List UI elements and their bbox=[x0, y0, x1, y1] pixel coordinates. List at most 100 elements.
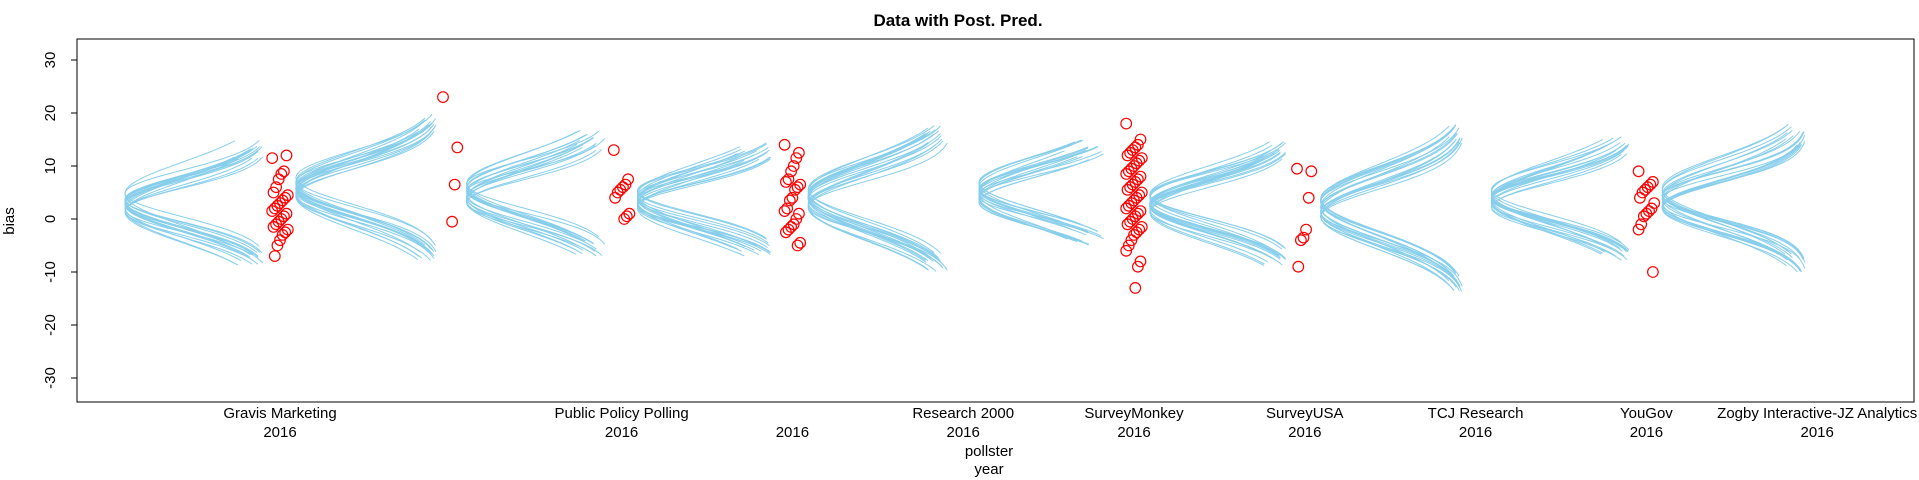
data-point bbox=[778, 138, 791, 151]
data-point bbox=[782, 173, 795, 186]
predictive-curve bbox=[124, 150, 259, 258]
predictive-curve bbox=[807, 130, 931, 259]
x-axis-labels: Gravis Marketing 2016 Public Policy Pollin… bbox=[223, 405, 1917, 441]
data-point bbox=[790, 152, 803, 165]
x-axis-label-line-1: pollster bbox=[965, 443, 1013, 460]
data-point bbox=[270, 218, 283, 231]
x-tick-label-pollster: TCJ Research bbox=[1428, 405, 1524, 422]
data-point bbox=[1124, 215, 1136, 228]
x-tick-label-year: 2016 bbox=[605, 424, 638, 441]
data-point bbox=[1637, 210, 1650, 223]
x-tick-label-year: 2016 bbox=[1630, 424, 1663, 441]
predictive-curve bbox=[1320, 132, 1457, 282]
predictive-curve bbox=[1661, 141, 1801, 270]
predictive-curve bbox=[1320, 133, 1458, 283]
data-point bbox=[1292, 260, 1305, 273]
data-point bbox=[267, 186, 280, 199]
predictive-curve bbox=[636, 156, 772, 253]
predictive-curve bbox=[1490, 149, 1617, 257]
data-point bbox=[1124, 181, 1136, 194]
data-point bbox=[1300, 223, 1312, 236]
data-point bbox=[451, 141, 464, 154]
predictive-curve bbox=[124, 140, 260, 247]
y-tick-label: -30 bbox=[42, 367, 59, 389]
predictive-curve bbox=[1149, 152, 1281, 260]
predictive-curve bbox=[1661, 134, 1806, 263]
data-points bbox=[266, 91, 1661, 294]
predictive-curve bbox=[1149, 144, 1273, 252]
chart-title: Data with Post. Pred. bbox=[873, 11, 1042, 30]
x-tick-label-year: 2016 bbox=[1801, 424, 1834, 441]
data-point bbox=[607, 144, 620, 157]
x-tick-label-pollster: YouGov bbox=[1620, 405, 1673, 422]
data-point bbox=[780, 175, 792, 188]
predictive-curve bbox=[1490, 153, 1622, 261]
predictive-curve bbox=[807, 127, 929, 256]
x-tick-label-pollster: SurveyUSA bbox=[1266, 405, 1344, 422]
predictive-curve bbox=[466, 142, 597, 250]
x-tick-label-year: 2016 bbox=[263, 424, 296, 441]
predictive-curve bbox=[636, 143, 767, 240]
data-point bbox=[276, 228, 289, 241]
predictive-curve bbox=[124, 148, 252, 256]
predictive-curve bbox=[124, 156, 235, 264]
x-tick-label-pollster: Public Policy Polling bbox=[554, 405, 688, 422]
x-tick-label-pollster: SurveyMonkey bbox=[1084, 405, 1184, 422]
data-point bbox=[1632, 223, 1645, 236]
data-point bbox=[782, 223, 795, 236]
predictive-curve bbox=[466, 134, 586, 242]
predictive-curve bbox=[1149, 155, 1269, 263]
data-point bbox=[1646, 266, 1659, 278]
predictive-curve bbox=[1320, 137, 1461, 287]
data-point bbox=[448, 178, 461, 191]
predictive-curve bbox=[1490, 147, 1602, 255]
predictive-curve bbox=[636, 153, 739, 250]
data-point bbox=[1128, 228, 1140, 241]
predictive-curve bbox=[466, 130, 600, 238]
data-point bbox=[437, 91, 449, 103]
predictive-curve bbox=[1149, 142, 1286, 250]
predictive-curve bbox=[124, 146, 263, 254]
data-point bbox=[270, 181, 283, 194]
data-point bbox=[778, 205, 791, 218]
posterior-predictive-curves bbox=[124, 113, 1806, 292]
data-point bbox=[266, 152, 279, 165]
y-tick-label: 30 bbox=[42, 52, 59, 69]
data-point bbox=[1640, 207, 1653, 220]
predictive-curve bbox=[636, 160, 745, 257]
predictive-curve bbox=[295, 113, 433, 242]
y-axis: -30 -20 -10 0 10 20 30 bbox=[42, 52, 78, 389]
predictive-curve bbox=[1661, 126, 1792, 255]
data-point bbox=[1124, 146, 1136, 159]
data-point bbox=[268, 202, 281, 215]
data-point bbox=[1305, 165, 1318, 178]
data-point bbox=[1131, 260, 1144, 273]
predictive-curve bbox=[295, 128, 435, 257]
x-tick-label-year: 2016 bbox=[776, 424, 809, 441]
x-tick-label-year: 2016 bbox=[1288, 424, 1321, 441]
x-tick-label-pollster: Research 2000 bbox=[912, 405, 1014, 422]
predictive-curve bbox=[1490, 144, 1629, 252]
data-point bbox=[783, 194, 796, 207]
x-tick-label-year: 2016 bbox=[947, 424, 980, 441]
data-point bbox=[1120, 244, 1133, 257]
predictive-curve bbox=[295, 128, 420, 257]
data-point bbox=[793, 207, 805, 220]
predictive-curve bbox=[466, 143, 578, 251]
x-tick-label-pollster: Zogby Interactive-JZ Analytics bbox=[1717, 405, 1917, 422]
data-point bbox=[1122, 165, 1135, 178]
y-tick-label: 20 bbox=[42, 105, 59, 122]
predictive-curve bbox=[1320, 124, 1457, 274]
data-point bbox=[279, 226, 292, 239]
predictive-curve bbox=[978, 147, 1089, 234]
data-point bbox=[446, 215, 459, 228]
data-point bbox=[267, 220, 280, 233]
x-tick-label-pollster: Gravis Marketing bbox=[223, 405, 336, 422]
predictive-curve bbox=[978, 150, 1065, 237]
data-point bbox=[791, 239, 804, 252]
x-tick-label-year: 2016 bbox=[1117, 424, 1150, 441]
data-point bbox=[620, 210, 633, 223]
predictive-curve bbox=[466, 137, 594, 245]
data-point bbox=[1120, 202, 1133, 215]
